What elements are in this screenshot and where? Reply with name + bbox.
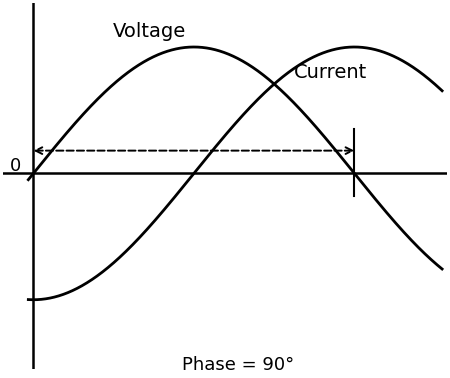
Text: 0: 0 [10, 157, 21, 175]
Text: Voltage: Voltage [113, 22, 186, 41]
Text: Current: Current [294, 64, 367, 82]
Text: Phase = 90°: Phase = 90° [182, 356, 294, 375]
